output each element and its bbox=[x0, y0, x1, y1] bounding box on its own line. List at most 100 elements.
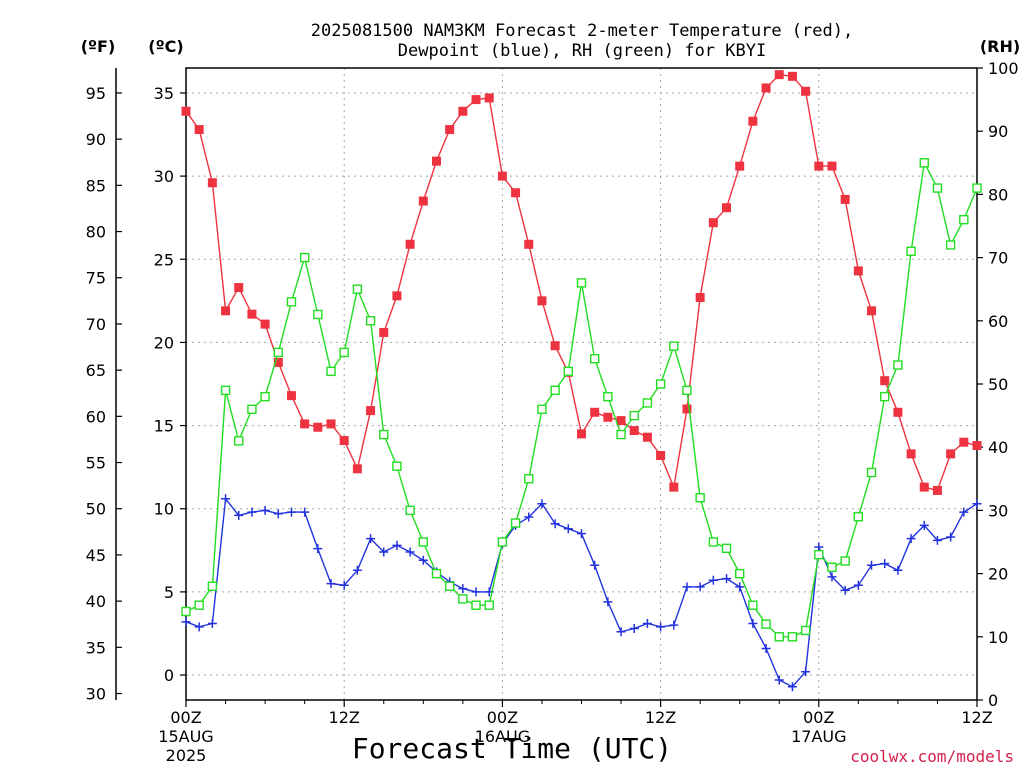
rh-point bbox=[207, 581, 218, 591]
temperature-point bbox=[603, 412, 613, 422]
temperature-point bbox=[761, 83, 771, 93]
fahrenheit-tick-label: 95 bbox=[86, 84, 106, 103]
temperature-point bbox=[959, 437, 969, 447]
rh-point bbox=[352, 284, 363, 294]
rh-point bbox=[840, 556, 850, 566]
x-tick-date-label: 15AUG bbox=[158, 727, 213, 746]
fahrenheit-tick-label: 75 bbox=[86, 269, 106, 288]
celsius-tick-label: 25 bbox=[154, 250, 174, 269]
temperature-point bbox=[787, 71, 797, 81]
celsius-tick-label: 30 bbox=[154, 167, 174, 186]
temperature-point bbox=[497, 171, 507, 181]
dewpoint-point bbox=[827, 572, 837, 582]
dewpoint-point bbox=[326, 579, 336, 589]
rh-point bbox=[418, 537, 428, 547]
x-axis-label: Forecast Time (UTC) bbox=[352, 732, 672, 765]
temperature-point bbox=[853, 266, 863, 276]
fahrenheit-tick-label: 70 bbox=[86, 315, 106, 334]
temperature-point bbox=[511, 188, 521, 198]
temperature-point bbox=[708, 218, 718, 228]
rh-point bbox=[827, 562, 837, 572]
dewpoint-point bbox=[629, 623, 639, 633]
rh-point bbox=[853, 512, 864, 522]
temperature-point bbox=[221, 306, 231, 316]
rh-point bbox=[576, 278, 587, 288]
dewpoint-point bbox=[352, 565, 362, 575]
celsius-tick-label: 10 bbox=[154, 500, 174, 519]
dewpoint-point bbox=[682, 582, 692, 592]
rh-point bbox=[471, 600, 481, 610]
rh-point bbox=[814, 549, 824, 560]
fahrenheit-tick-label: 45 bbox=[86, 546, 106, 565]
rh-point bbox=[247, 404, 257, 414]
temperature-point bbox=[590, 407, 600, 417]
fahrenheit-tick-label: 35 bbox=[86, 638, 106, 657]
temperature-point bbox=[774, 70, 784, 80]
data-series bbox=[181, 70, 982, 692]
credit-text: coolwx.com/models bbox=[850, 747, 1014, 766]
dewpoint-point bbox=[221, 494, 231, 504]
x-tick-date-label: 16AUG bbox=[475, 727, 530, 746]
dewpoint-point bbox=[946, 532, 956, 542]
dewpoint-point bbox=[774, 675, 784, 685]
rh-point bbox=[194, 600, 204, 610]
fahrenheit-tick-label: 40 bbox=[86, 592, 106, 611]
temperature-point bbox=[669, 482, 679, 492]
temperature-point bbox=[827, 161, 837, 171]
temperature-point bbox=[524, 239, 534, 249]
rh-point bbox=[444, 581, 455, 591]
rh-point bbox=[972, 183, 982, 193]
rh-point bbox=[524, 474, 534, 484]
rh-point bbox=[286, 297, 297, 307]
x-tick-date-label: 17AUG bbox=[791, 727, 846, 746]
dewpoint-point bbox=[405, 547, 415, 557]
rh-tick-label: 30 bbox=[988, 501, 1008, 520]
rh-point bbox=[260, 391, 270, 402]
temperature-point bbox=[932, 485, 942, 495]
rh-point bbox=[735, 568, 745, 579]
rh-point bbox=[550, 385, 560, 396]
temperature-point bbox=[392, 291, 402, 301]
rh-point bbox=[761, 619, 771, 629]
temperature-point bbox=[722, 203, 732, 213]
rh-tick-label: 10 bbox=[988, 628, 1008, 647]
temperature-point bbox=[867, 306, 877, 316]
temperature-point bbox=[682, 404, 692, 414]
rh-tick-label: 100 bbox=[988, 59, 1019, 78]
fahrenheit-tick-label: 65 bbox=[86, 361, 106, 380]
x-tick-label: 12Z bbox=[961, 708, 992, 727]
temperature-point bbox=[234, 283, 244, 293]
dewpoint-series bbox=[181, 494, 982, 692]
temperature-point bbox=[537, 296, 547, 306]
dewpoint-point bbox=[695, 582, 705, 592]
rh-tick-label: 80 bbox=[988, 185, 1008, 204]
temperature-point bbox=[313, 422, 323, 432]
rh-tick-label: 70 bbox=[988, 249, 1008, 268]
temperature-point bbox=[840, 194, 850, 204]
dewpoint-point bbox=[577, 529, 586, 539]
dewpoint-point bbox=[286, 507, 296, 517]
dewpoint-point bbox=[392, 540, 402, 550]
rh-series bbox=[181, 158, 982, 642]
rh-point bbox=[458, 594, 468, 604]
temperature-point bbox=[379, 327, 389, 337]
dewpoint-point bbox=[735, 582, 745, 592]
rh-point bbox=[866, 467, 877, 478]
dewpoint-point bbox=[207, 618, 217, 628]
rh-point bbox=[682, 385, 692, 396]
dewpoint-point bbox=[181, 617, 191, 627]
rh-point bbox=[234, 436, 244, 446]
rh-point bbox=[774, 632, 784, 642]
temperature-point bbox=[893, 407, 903, 417]
dewpoint-point bbox=[590, 560, 600, 570]
dewpoint-point bbox=[867, 560, 877, 570]
dewpoint-point bbox=[234, 510, 244, 520]
dewpoint-point bbox=[722, 574, 732, 584]
temperature-point bbox=[814, 161, 824, 171]
temperature-point bbox=[735, 161, 745, 171]
rh-point bbox=[787, 632, 798, 642]
dewpoint-point bbox=[563, 524, 573, 534]
temperature-point bbox=[431, 156, 441, 166]
fahrenheit-tick-label: 55 bbox=[86, 454, 106, 473]
temperature-point bbox=[642, 432, 652, 442]
